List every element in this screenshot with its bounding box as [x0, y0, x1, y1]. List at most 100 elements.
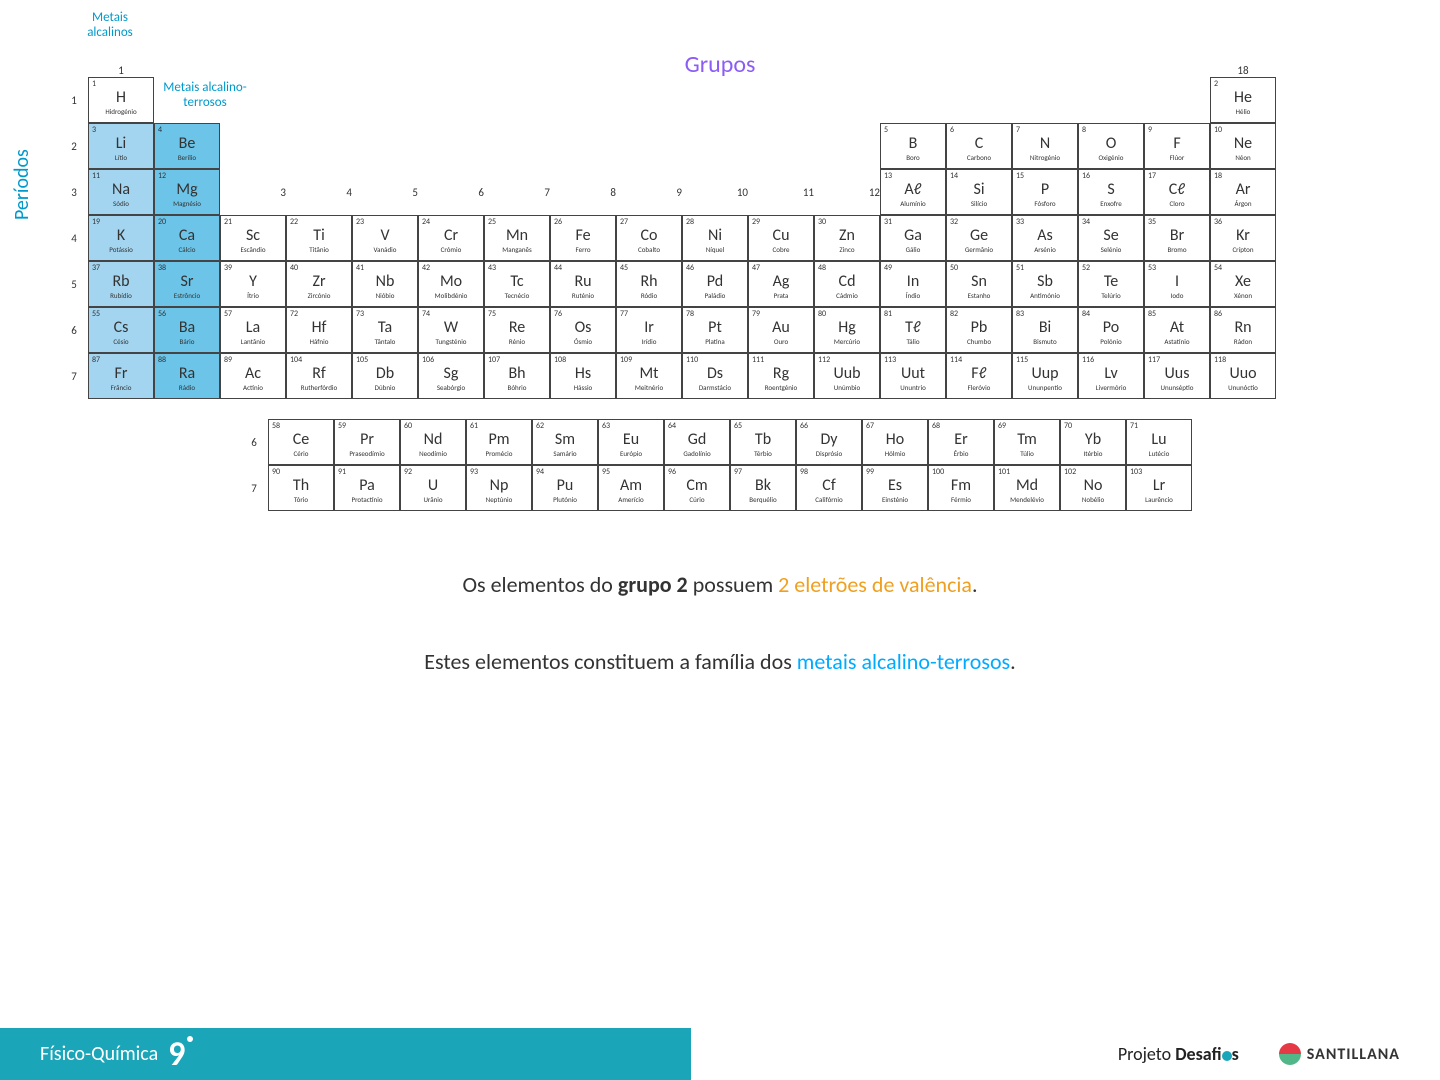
element-cell: 53IIodo [1144, 261, 1210, 307]
period-number: 7 [60, 353, 88, 399]
dot-icon [1222, 1051, 1232, 1061]
element-cell: 17CℓCloro [1144, 169, 1210, 215]
caption-1: Os elementos do grupo 2 possuem 2 eletrõ… [40, 571, 1400, 598]
element-cell: 80HgMercúrio [814, 307, 880, 353]
period-row: 11HHidrogénio2HeHélio [60, 77, 1400, 123]
element-cell: 7NNitrogénio [1012, 123, 1078, 169]
element-cell: 45RhRódio [616, 261, 682, 307]
element-cell: 107BhBóhrio [484, 353, 550, 399]
element-cell: 103LrLaurêncio [1126, 465, 1192, 511]
period-row: 655CsCésio56BaBário57LaLantânio72HfHáfni… [60, 307, 1400, 353]
element-cell: 86RnRádon [1210, 307, 1276, 353]
group-number [550, 59, 616, 77]
element-cell: 77IrIrídio [616, 307, 682, 353]
element-cell: 71LuLutécio [1126, 419, 1192, 465]
element-cell: 58CeCério [268, 419, 334, 465]
element-cell: 104RfRutherfórdio [286, 353, 352, 399]
caption-2: Estes elementos constituem a família dos… [40, 648, 1400, 675]
element-cell: 48CdCádmio [814, 261, 880, 307]
element-cell: 109MtMeitnério [616, 353, 682, 399]
period-row: 537RbRubídio38SrEstrôncio39YÍtrio40ZrZir… [60, 261, 1400, 307]
f-block: 658CeCério59PrPraseodímio60NdNeodímio61P… [240, 419, 1400, 511]
element-cell: 16SEnxofre [1078, 169, 1144, 215]
element-cell: 41NbNióbio [352, 261, 418, 307]
group-number: 18 [1210, 59, 1276, 77]
projeto-desafios: Projeto Desafis [1118, 1043, 1239, 1065]
element-cell: 95AmAmerício [598, 465, 664, 511]
element-cell: 114FℓFleróvio [946, 353, 1012, 399]
period-number: 2 [60, 123, 88, 169]
element-cell: 15PFósforo [1012, 169, 1078, 215]
period-row: 787FrFrâncio88RaRádio89AcActínio104RfRut… [60, 353, 1400, 399]
element-cell: 61PmPromécio [466, 419, 532, 465]
group-number [748, 59, 814, 77]
group1-family-label: Metais alcalinos [70, 10, 150, 40]
element-cell: 9FFlúor [1144, 123, 1210, 169]
element-cell: 22TiTitânio [286, 215, 352, 261]
element-cell: 40ZrZircónio [286, 261, 352, 307]
element-cell: 4BeBerílio [154, 123, 220, 169]
group-number [880, 59, 946, 77]
period-number: 1 [60, 77, 88, 123]
element-cell: 88RaRádio [154, 353, 220, 399]
element-cell: 70YbItérbio [1060, 419, 1126, 465]
element-cell: 74WTungsténio [418, 307, 484, 353]
element-cell: 87FrFrâncio [88, 353, 154, 399]
element-cell: 32GeGermânio [946, 215, 1012, 261]
santillana-logo-icon [1279, 1043, 1301, 1065]
element-cell: 79AuOuro [748, 307, 814, 353]
element-cell: 63EuEurópio [598, 419, 664, 465]
captions: Os elementos do grupo 2 possuem 2 eletrõ… [40, 571, 1400, 675]
element-cell: 68ErÉrbio [928, 419, 994, 465]
element-cell: 14SiSilício [946, 169, 1012, 215]
group-number [1078, 59, 1144, 77]
element-cell: 100FmFérmio [928, 465, 994, 511]
element-cell: 101MdMendelévio [994, 465, 1060, 511]
group-number: 1 [88, 59, 154, 77]
group-number [1144, 59, 1210, 77]
element-cell: 111RgRoentgénio [748, 353, 814, 399]
group-number [616, 59, 682, 77]
element-cell: 73TaTântalo [352, 307, 418, 353]
element-cell: 78PtPlatina [682, 307, 748, 353]
element-cell: 117UusUnunséptio [1144, 353, 1210, 399]
element-cell: 85AtAstatínio [1144, 307, 1210, 353]
element-cell: 33AsArsénio [1012, 215, 1078, 261]
element-cell: 116LvLivermório [1078, 353, 1144, 399]
element-cell: 94PuPlutónio [532, 465, 598, 511]
group-number [352, 59, 418, 77]
element-cell: 46PdPaládio [682, 261, 748, 307]
element-cell: 8OOxigénio [1078, 123, 1144, 169]
element-cell: 10NeNéon [1210, 123, 1276, 169]
fblock-row: 790ThTório91PaProtactínio92UUrânio93NpNe… [240, 465, 1400, 511]
element-cell: 38SrEstrôncio [154, 261, 220, 307]
period-number: 3 [60, 169, 88, 215]
period-number: 4 [60, 215, 88, 261]
element-cell: 39YÍtrio [220, 261, 286, 307]
group-number [286, 59, 352, 77]
element-cell: 98CfCalifórnio [796, 465, 862, 511]
element-cell: 60NdNeodímio [400, 419, 466, 465]
element-cell: 24CrCrómio [418, 215, 484, 261]
element-cell: 36KrCrípton [1210, 215, 1276, 261]
footer: Físico-Química9 Projeto Desafis SANTILLA… [0, 1028, 1440, 1080]
group-number [154, 59, 220, 77]
footer-right: Projeto Desafis SANTILLANA [691, 1028, 1440, 1080]
element-cell: 69TmTúlio [994, 419, 1060, 465]
period-number: 5 [60, 261, 88, 307]
element-cell: 102NoNobélio [1060, 465, 1126, 511]
element-cell: 84PoPolónio [1078, 307, 1144, 353]
element-cell: 29CuCobre [748, 215, 814, 261]
element-cell: 11NaSódio [88, 169, 154, 215]
yaxis-label: Períodos [10, 149, 34, 220]
element-cell: 12MgMagnésio [154, 169, 220, 215]
group-number [682, 59, 748, 77]
element-cell: 18ArÁrgon [1210, 169, 1276, 215]
element-cell: 23VVanádio [352, 215, 418, 261]
element-cell: 35BrBromo [1144, 215, 1210, 261]
period-number: 6 [60, 307, 88, 353]
element-cell: 57LaLantânio [220, 307, 286, 353]
element-cell: 106SgSeabórgio [418, 353, 484, 399]
element-cell: 52TeTelúrio [1078, 261, 1144, 307]
element-cell: 64GdGadolínio [664, 419, 730, 465]
